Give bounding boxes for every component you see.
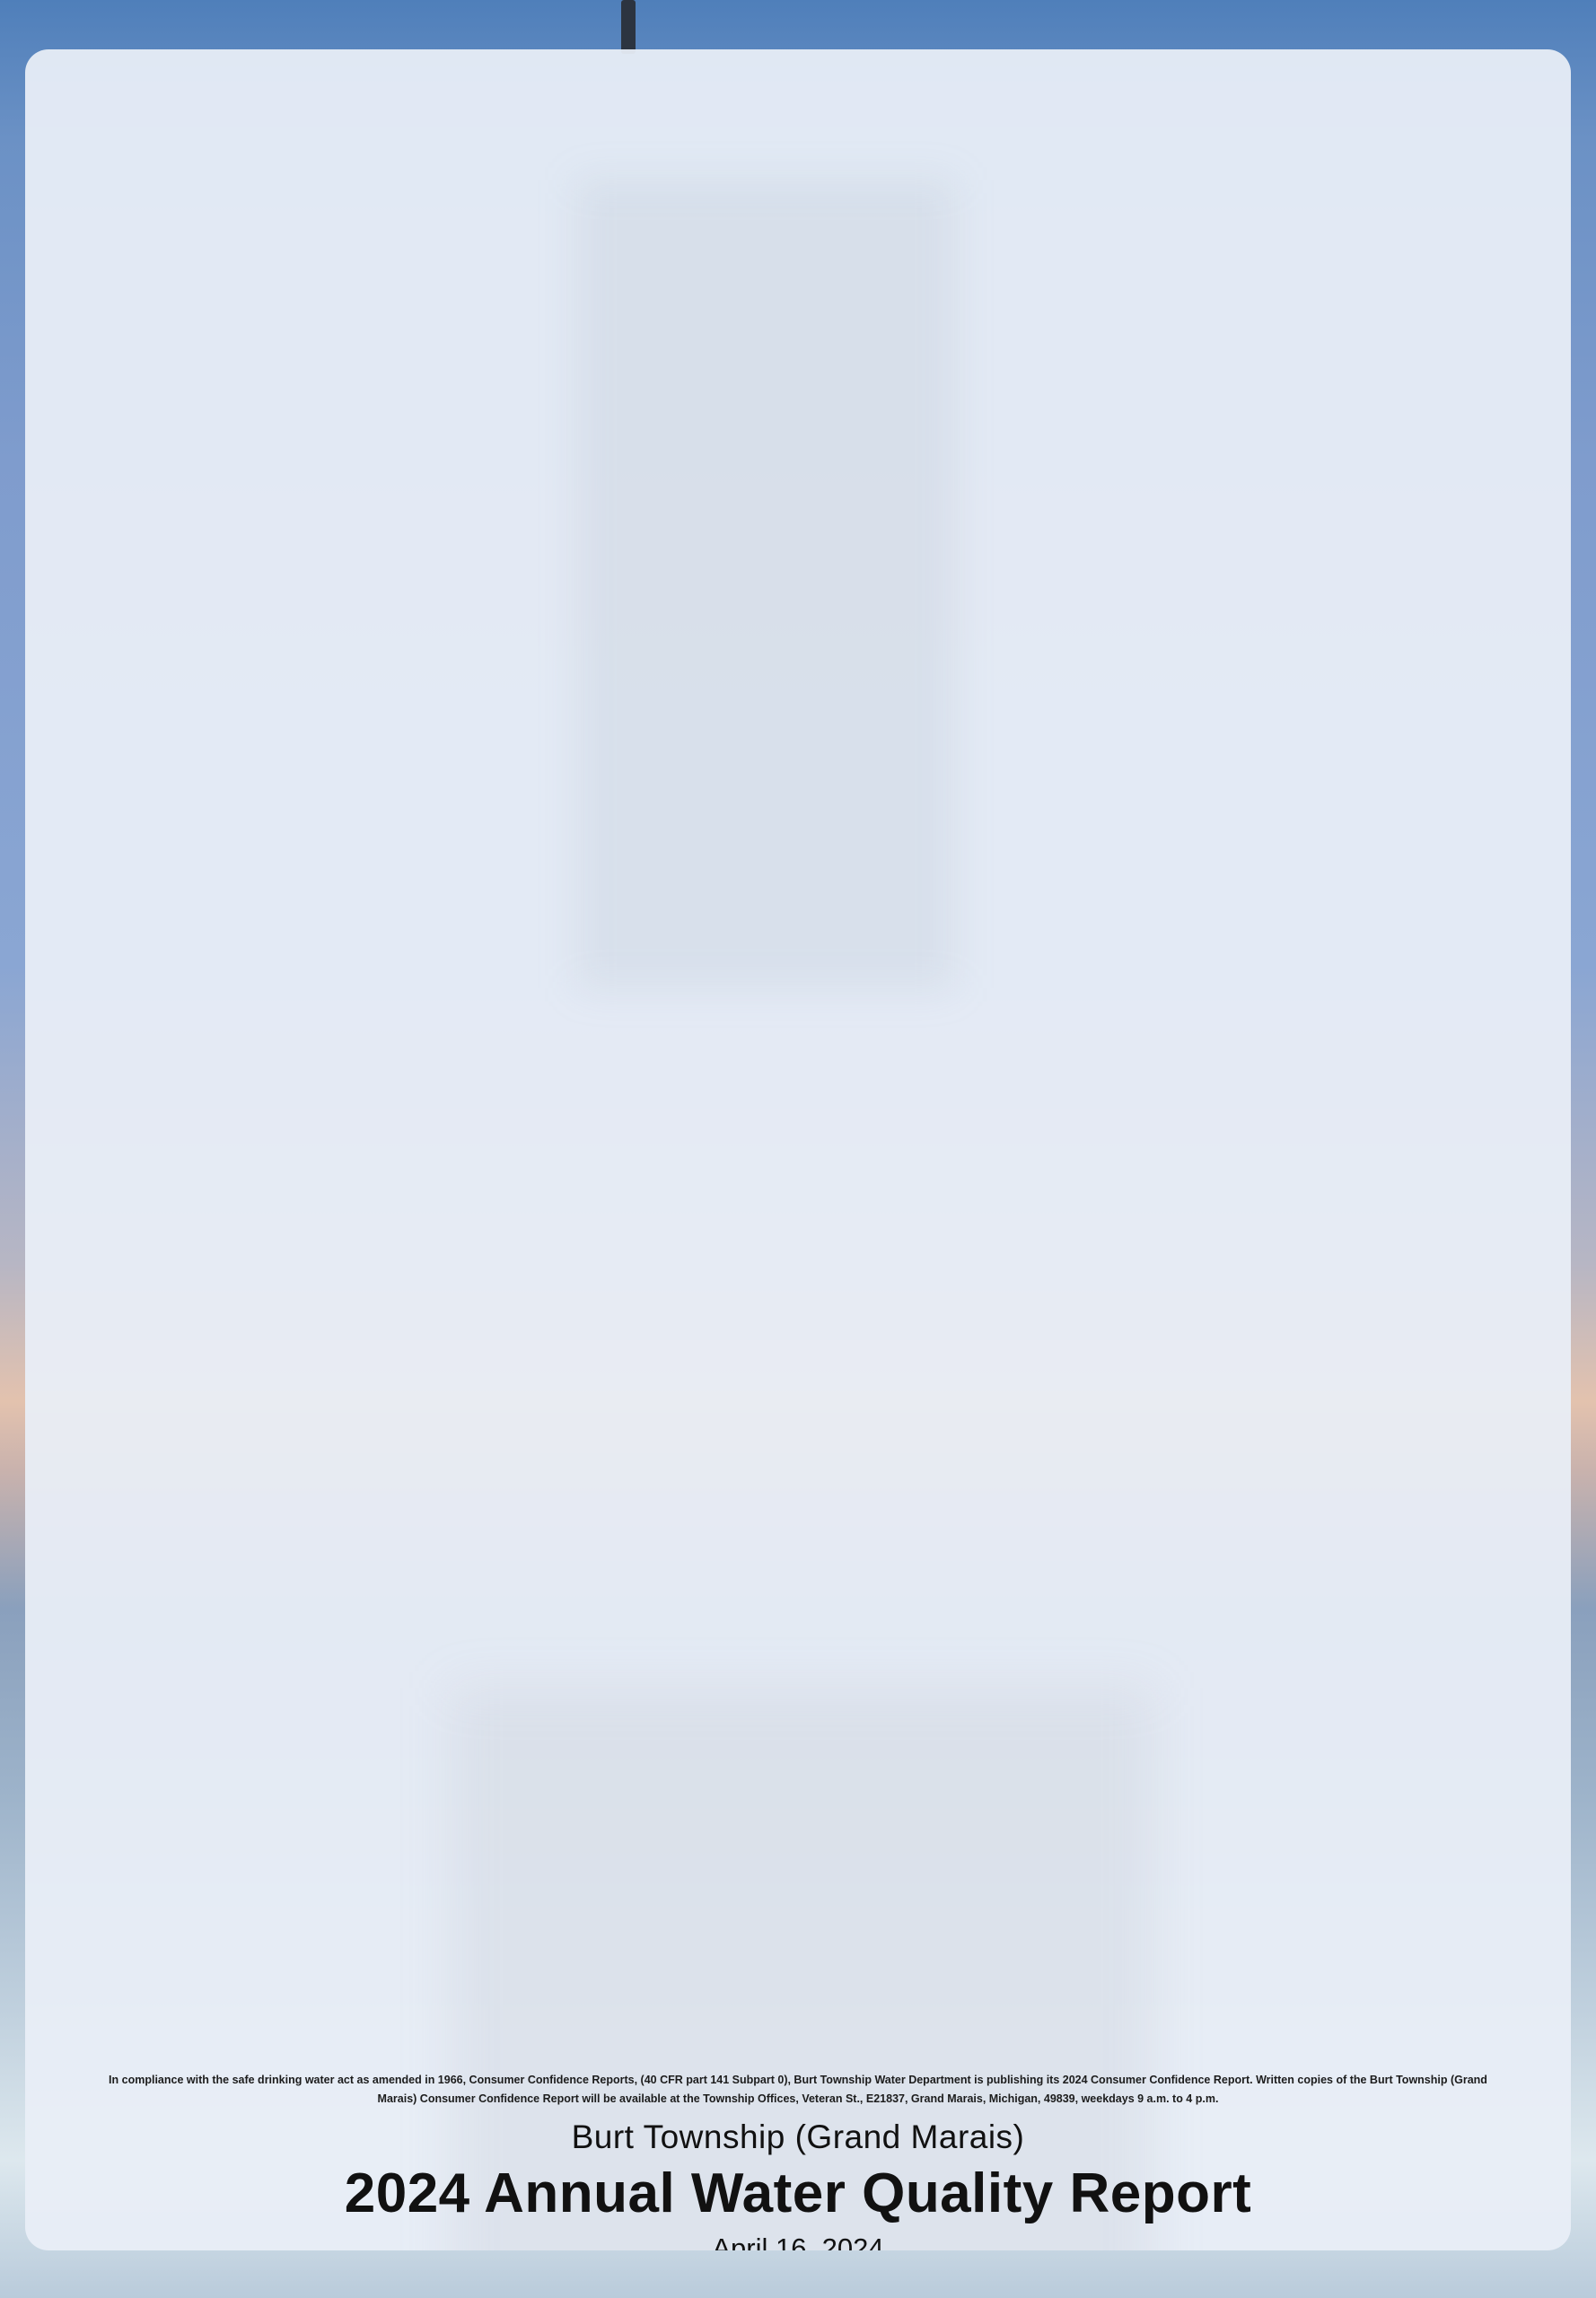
report-date: April 16, 2024 — [712, 2232, 884, 2251]
report-title: 2024 Annual Water Quality Report — [344, 2162, 1252, 2224]
water-tower-photo-showthrough — [577, 180, 954, 988]
ship-mast-photo-detail — [621, 0, 636, 54]
report-card: In compliance with the safe drinking wat… — [25, 49, 1571, 2250]
compliance-statement: In compliance with the safe drinking wat… — [109, 2074, 1487, 2106]
township-title: Burt Township (Grand Marais) — [571, 2118, 1025, 2155]
